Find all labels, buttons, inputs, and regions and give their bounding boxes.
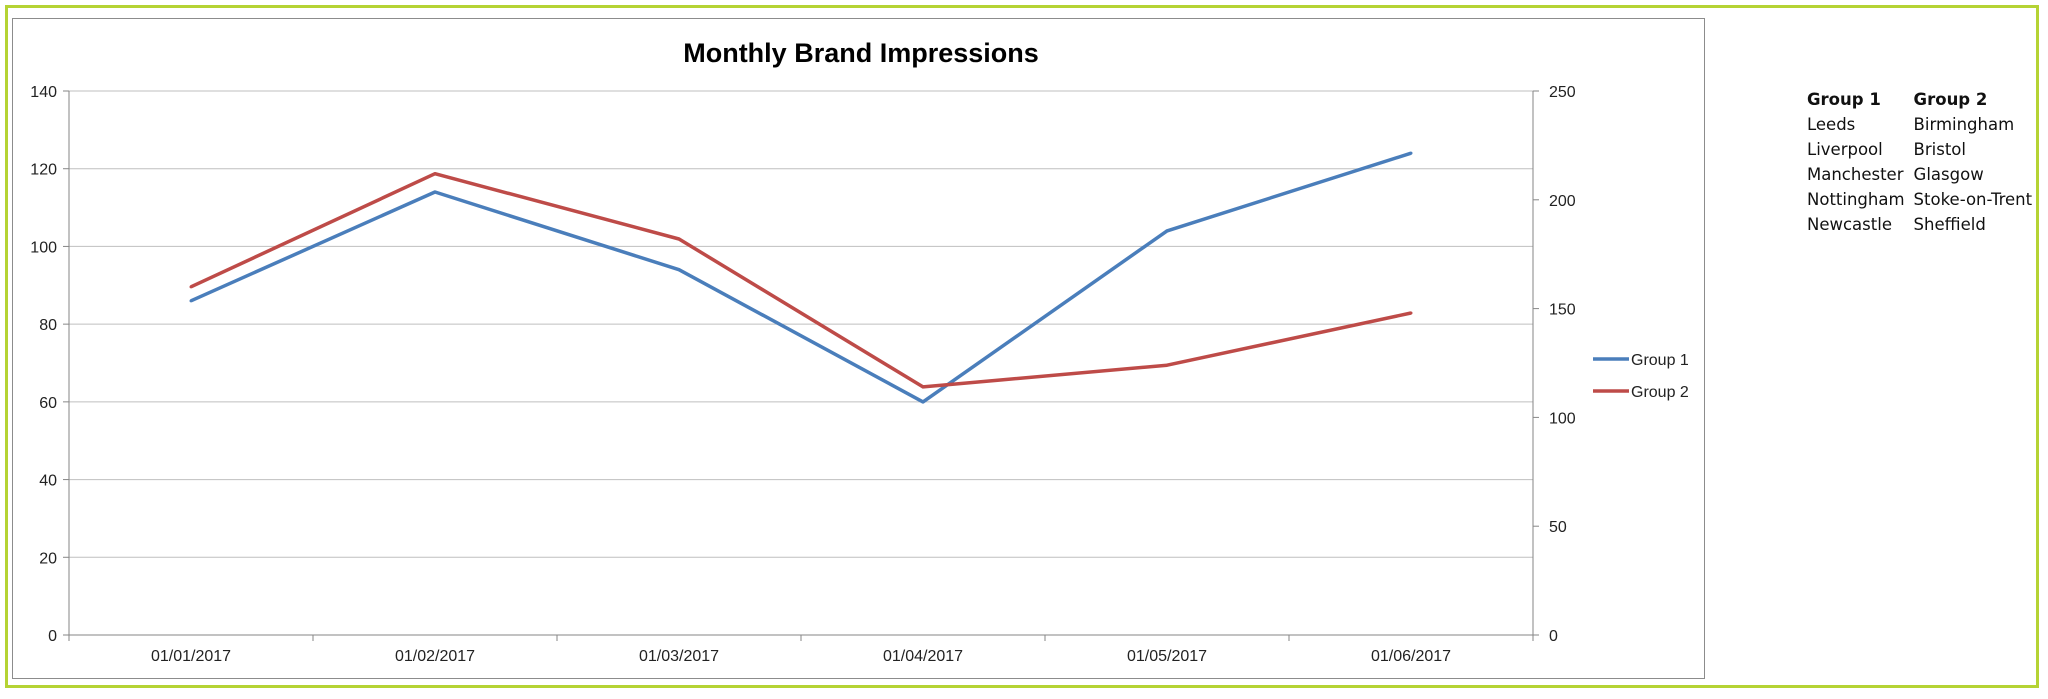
data-point xyxy=(1409,311,1413,315)
table-cell: Manchester xyxy=(1807,165,1904,184)
legend: Group 1 Group 2 xyxy=(1593,352,1689,401)
data-point xyxy=(677,268,681,272)
right-axis-tick-label: 0 xyxy=(1549,628,1558,645)
table-header-cell: Group 2 xyxy=(1913,90,1988,109)
right-axis-tick-label: 150 xyxy=(1549,302,1576,319)
left-axis-tick-label: 100 xyxy=(30,239,57,256)
left-axis-tick-label: 20 xyxy=(39,550,57,567)
x-axis-tick-label: 01/03/2017 xyxy=(639,648,719,665)
table-cell: Leeds xyxy=(1807,115,1856,134)
group-membership-table: Group 1 Group 2 Leeds Birmingham Liverpool B… xyxy=(1807,87,2041,237)
x-axis-tick-label: 01/05/2017 xyxy=(1127,648,1207,665)
table-cell: Sheffield xyxy=(1913,215,1986,234)
data-point xyxy=(433,190,437,194)
data-point xyxy=(1165,229,1169,233)
data-point xyxy=(189,285,193,289)
data-point xyxy=(921,385,925,389)
x-axis-tick-label: 01/06/2017 xyxy=(1371,648,1451,665)
x-axis-tick-label: 01/02/2017 xyxy=(395,648,475,665)
data-point xyxy=(677,237,681,241)
right-axis-tick-label: 250 xyxy=(1549,84,1576,101)
legend-label: Group 1 xyxy=(1631,352,1689,369)
left-axis-tick-label: 60 xyxy=(39,395,57,412)
table-row: Nottingham Stoke-on-Trent xyxy=(1807,187,2041,212)
series-2 xyxy=(189,171,1413,389)
left-axis-tick-label: 80 xyxy=(39,317,57,334)
legend-label: Group 2 xyxy=(1631,384,1689,401)
right-axis-tick-label: 50 xyxy=(1549,519,1567,536)
axes: 0 20 40 60 80 100 120 140 0 50 100 150 200 250 01/01/2… xyxy=(30,84,1576,665)
series-line xyxy=(190,151,1412,404)
table-cell: Glasgow xyxy=(1913,165,1984,184)
left-axis-tick-label: 40 xyxy=(39,473,57,490)
table-row: Newcastle Sheffield xyxy=(1807,212,2041,237)
data-point xyxy=(921,400,925,404)
series-lines xyxy=(189,151,1413,404)
left-axis-tick-label: 120 xyxy=(30,162,57,179)
right-axis-tick-label: 200 xyxy=(1549,193,1576,210)
left-axis-tick-label: 140 xyxy=(30,84,57,101)
data-point xyxy=(1165,363,1169,367)
table-cell: Bristol xyxy=(1913,140,1966,159)
legend-entry: Group 1 xyxy=(1593,352,1689,369)
table-row: Manchester Glasgow xyxy=(1807,162,2041,187)
right-axis-tick-label: 100 xyxy=(1549,410,1576,427)
x-axis-tick-label: 01/01/2017 xyxy=(151,648,231,665)
table-row: Leeds Birmingham xyxy=(1807,112,2041,137)
series-1 xyxy=(189,151,1413,404)
table-cell: Newcastle xyxy=(1807,215,1892,234)
legend-entry: Group 2 xyxy=(1593,384,1689,401)
table-cell: Liverpool xyxy=(1807,140,1883,159)
data-point xyxy=(433,172,437,176)
table-cell: Nottingham xyxy=(1807,190,1905,209)
table-cell: Stoke-on-Trent xyxy=(1913,190,2033,209)
table-header-row: Group 1 Group 2 xyxy=(1807,87,2041,112)
table-header-cell: Group 1 xyxy=(1807,90,1881,109)
table-cell: Birmingham xyxy=(1913,115,2015,134)
chart-title: Monthly Brand Impressions xyxy=(683,38,1039,68)
line-chart: Monthly Brand Impressions 0 20 40 60 80 100 12… xyxy=(30,38,1689,665)
table-row: Liverpool Bristol xyxy=(1807,137,2041,162)
data-point xyxy=(189,299,193,303)
chart-area: Monthly Brand Impressions 0 20 40 60 80 100 12… xyxy=(12,18,1705,679)
gridlines xyxy=(69,90,1533,636)
left-axis-tick-label: 0 xyxy=(48,628,57,645)
data-point xyxy=(1409,151,1413,155)
series-line xyxy=(190,171,1412,389)
x-axis-tick-label: 01/04/2017 xyxy=(883,648,963,665)
outer-frame xyxy=(5,5,2039,688)
